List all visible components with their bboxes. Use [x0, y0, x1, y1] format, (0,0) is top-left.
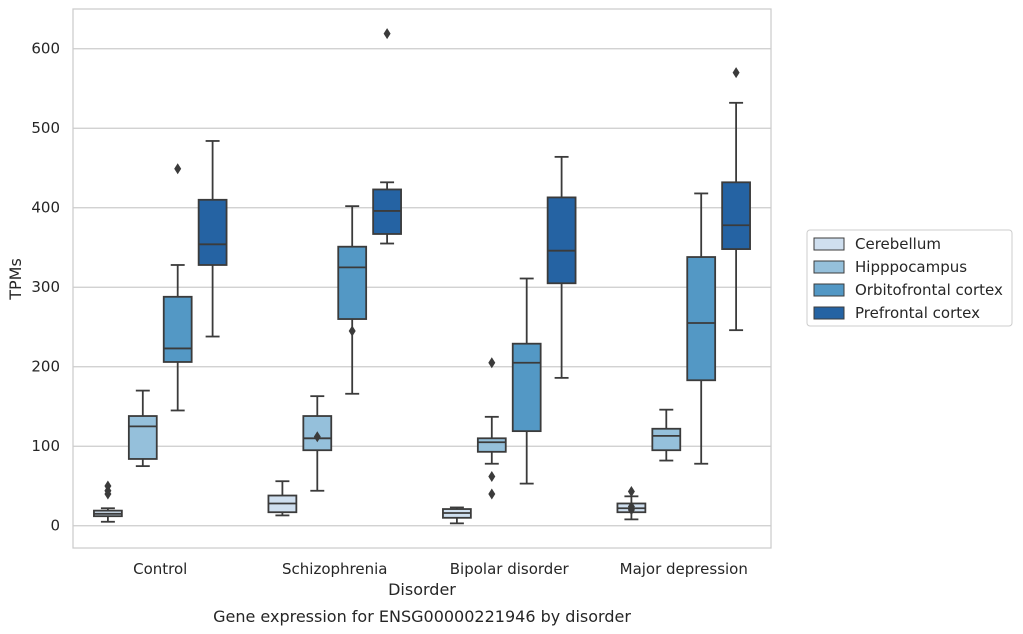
outlier-point — [174, 163, 182, 175]
x-tick-label: Control — [133, 560, 187, 578]
box — [162, 295, 193, 363]
outlier-point — [732, 67, 740, 79]
x-axis-title: Disorder — [388, 580, 456, 599]
outlier-point — [313, 431, 321, 443]
series-prefrontal-cortex — [197, 28, 751, 379]
plot-area-frame — [72, 8, 772, 549]
outlier-point — [488, 488, 496, 500]
box — [546, 196, 577, 285]
legend-frame — [806, 229, 1013, 327]
outlier-point — [627, 501, 635, 513]
outlier-point — [348, 325, 356, 337]
legend-swatch — [813, 260, 845, 274]
legend: Cerebellum Hipppocampus Orbitofrontal cort… — [806, 229, 1013, 327]
box — [337, 245, 368, 320]
y-axis-title: TPMs — [6, 258, 25, 301]
legend-label: Prefrontal cortex — [855, 304, 980, 322]
plot-marks — [93, 28, 751, 525]
y-tick-label: 0 — [50, 517, 60, 535]
outlier-point — [488, 357, 496, 369]
x-tick-labels: Control Schizophrenia Bipolar disorder Majo… — [133, 560, 748, 578]
legend-swatch — [813, 237, 845, 251]
box — [127, 415, 158, 460]
y-tick-labels: 0 100 200 300 400 500 600 — [31, 40, 60, 535]
grid-lines — [73, 48, 771, 527]
outlier-point — [104, 480, 112, 492]
box — [721, 181, 751, 250]
x-tick-label: Bipolar disorder — [450, 560, 570, 578]
figure-caption: Gene expression for ENSG00000221946 by d… — [213, 607, 631, 626]
y-tick-label: 200 — [31, 358, 60, 376]
legend-label: Hipppocampus — [855, 258, 967, 276]
box — [511, 342, 542, 433]
x-tick-label: Major depression — [620, 560, 748, 578]
outlier-point — [627, 486, 635, 498]
x-tick-label: Schizophrenia — [282, 560, 387, 578]
y-tick-label: 600 — [31, 40, 60, 58]
box — [476, 437, 507, 453]
legend-label: Orbitofrontal cortex — [855, 281, 1003, 299]
series-orbitofrontal-cortex — [162, 163, 717, 485]
box — [197, 198, 228, 266]
box — [686, 256, 717, 382]
box — [651, 427, 682, 452]
series-hipppocampus — [127, 357, 682, 500]
y-tick-label: 300 — [31, 278, 60, 296]
y-tick-label: 100 — [31, 437, 60, 455]
legend-swatch — [813, 306, 845, 320]
legend-label: Cerebellum — [855, 235, 941, 253]
outlier-point — [383, 28, 391, 40]
y-tick-label: 400 — [31, 199, 60, 217]
series-cerebellum — [93, 480, 647, 525]
outlier-point — [488, 470, 496, 482]
y-tick-label: 500 — [31, 119, 60, 137]
legend-swatch — [813, 283, 845, 297]
